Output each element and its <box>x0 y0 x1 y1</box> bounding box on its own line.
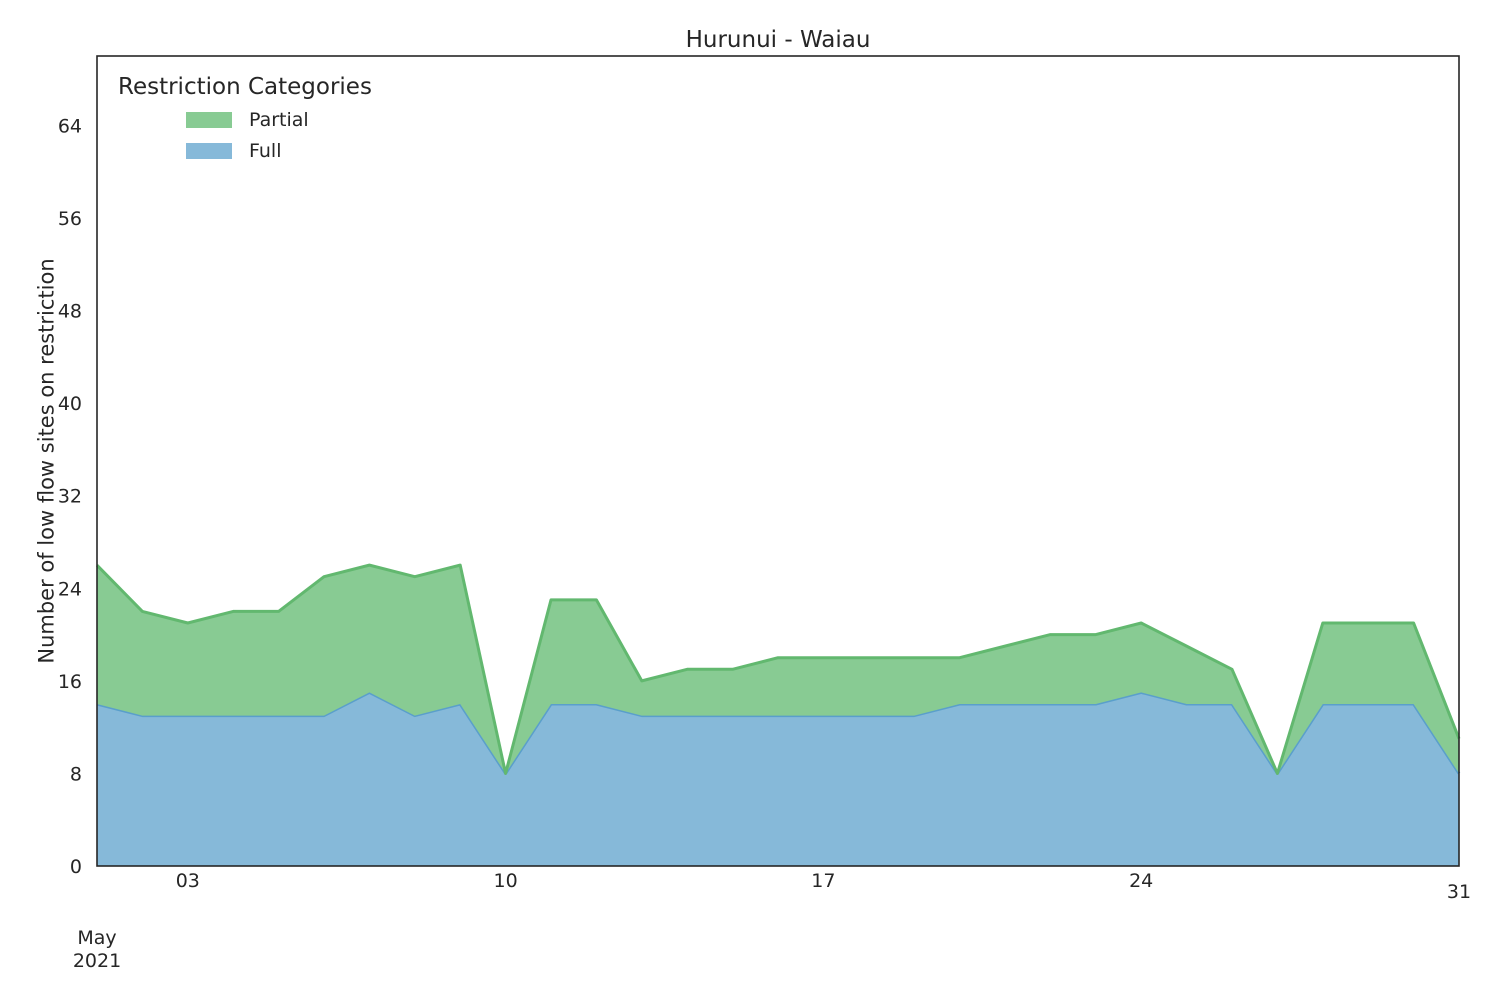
y-tick-label: 48 <box>58 301 82 323</box>
line-partial <box>95 563 1461 775</box>
y-tick-label: 16 <box>58 671 82 693</box>
x-secondary-label-month: May <box>77 927 116 949</box>
x-tick-label: 03 <box>176 870 200 892</box>
y-tick-label: 32 <box>58 486 82 508</box>
plot-frame <box>96 55 1460 867</box>
legend-swatch-full <box>186 143 232 159</box>
y-tick-label: 40 <box>58 393 82 415</box>
x-tick-label: 31 <box>1447 881 1471 903</box>
y-axis-label: Number of low flow sites on restriction <box>34 258 58 663</box>
legend-label-partial: Partial <box>249 109 309 131</box>
x-tick-label: 10 <box>494 870 518 892</box>
legend-title: Restriction Categories <box>118 74 372 100</box>
legend-label-full: Full <box>249 140 282 162</box>
y-tick-label: 8 <box>70 763 82 785</box>
y-tick-label: 64 <box>58 115 82 137</box>
y-tick-label: 0 <box>70 856 82 878</box>
x-axis: 03 10 17 24 31 <box>176 870 1471 903</box>
chart-title: Hurunui - Waiau <box>686 27 871 53</box>
y-tick-label: 24 <box>58 578 82 600</box>
legend-swatch-partial <box>186 112 232 128</box>
area-full <box>97 692 1459 866</box>
y-tick-label: 56 <box>58 208 82 230</box>
legend: Restriction Categories Partial Full <box>118 74 372 162</box>
area-partial <box>97 565 1459 774</box>
area-layer <box>95 563 1461 866</box>
y-axis: 0 8 16 24 32 40 48 56 64 <box>58 115 82 878</box>
x-secondary-label-year: 2021 <box>73 950 121 972</box>
x-tick-label: 24 <box>1129 870 1153 892</box>
x-tick-label: 17 <box>811 870 835 892</box>
